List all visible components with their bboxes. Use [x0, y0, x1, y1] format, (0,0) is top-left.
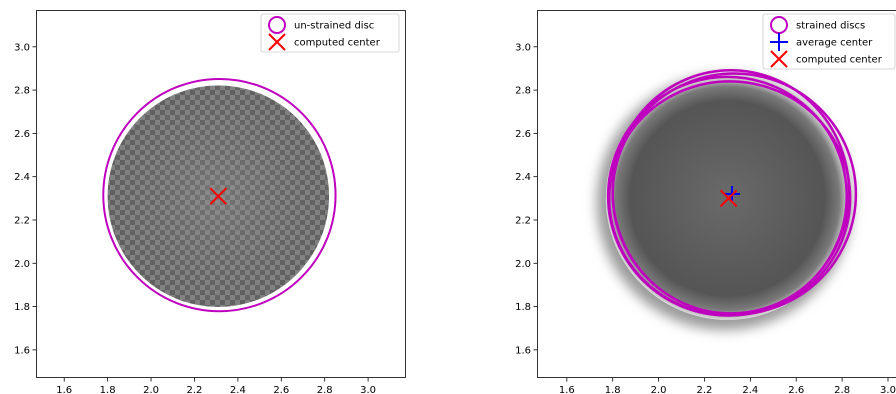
legend-x-icon: [268, 33, 286, 51]
legend-box: [260, 13, 400, 53]
legend-plus-icon: [770, 33, 788, 51]
x-tick-label: 3.0: [360, 385, 376, 394]
left-panel: 1.6 1.8 2.0 2.2 2.4 2.6 2.8 3.0 1.6 1.8 2.0 2.2 2.4 2…: [14, 10, 406, 394]
y-tick-label: 1.8: [515, 302, 531, 313]
y-tick-label: 2.0: [515, 259, 531, 270]
legend-label: computed center: [294, 38, 381, 49]
axes-frame: [537, 10, 896, 378]
x-tick-label: 2.2: [186, 385, 202, 394]
legend-box: [762, 13, 896, 70]
y-tick-label: 2.8: [515, 86, 531, 97]
legend-label: average center: [796, 38, 873, 49]
fitted-circle-1: [102, 77, 337, 313]
computed-center-marker: [719, 189, 738, 208]
y-tick-label: 2.0: [14, 259, 30, 270]
legend-circle-icon: [268, 16, 286, 34]
y-tick-label: 3.0: [515, 42, 531, 53]
y-tick-label: 1.8: [14, 302, 30, 313]
x-tick-label: 2.4: [230, 385, 246, 394]
legend: un-strained disc computed center: [260, 13, 400, 53]
x-tick-label: 2.8: [317, 385, 333, 394]
x-tick-label: 2.0: [651, 385, 667, 394]
y-tick-label: 2.2: [14, 215, 30, 226]
legend-x-icon: [770, 50, 788, 68]
legend-label: un-strained disc: [294, 21, 374, 32]
x-tick-label: 2.2: [697, 385, 713, 394]
axes-frame: [36, 10, 406, 378]
x-tick-label: 1.8: [100, 385, 116, 394]
y-tick-label: 2.4: [14, 172, 30, 183]
y-tick-label: 1.6: [515, 345, 531, 356]
plot-area: [102, 77, 337, 313]
x-tick-label: 2.6: [273, 385, 289, 394]
y-tick-label: 1.6: [14, 345, 30, 356]
fitted-circle-4: [608, 80, 852, 317]
x-tick-label: 2.6: [788, 385, 804, 394]
legend-label: computed center: [796, 55, 883, 66]
x-tick-label: 2.8: [834, 385, 850, 394]
y-tick-label: 2.6: [515, 129, 531, 140]
y-tick-label: 2.2: [515, 215, 531, 226]
x-tick-label: 2.4: [742, 385, 758, 394]
x-tick-label: 3.0: [880, 385, 896, 394]
plot-area: [596, 68, 858, 330]
computed-center-marker: [209, 187, 228, 205]
x-tick-label: 1.6: [559, 385, 575, 394]
y-tick-label: 2.6: [14, 129, 30, 140]
right-panel: 1.6 1.8 2.0 2.2 2.4 2.6 2.8 3.0 1.6 1.8 2.0 2.2 2.4 2…: [515, 10, 896, 394]
legend: strained discs average center computed cen…: [762, 13, 896, 70]
legend-label: strained discs: [796, 21, 865, 32]
x-tick-label: 2.0: [143, 385, 159, 394]
y-tick-label: 2.8: [14, 86, 30, 97]
x-tick-label: 1.6: [56, 385, 72, 394]
x-tick-label: 1.8: [605, 385, 621, 394]
y-tick-label: 3.0: [14, 42, 30, 53]
y-tick-label: 2.4: [515, 172, 531, 183]
